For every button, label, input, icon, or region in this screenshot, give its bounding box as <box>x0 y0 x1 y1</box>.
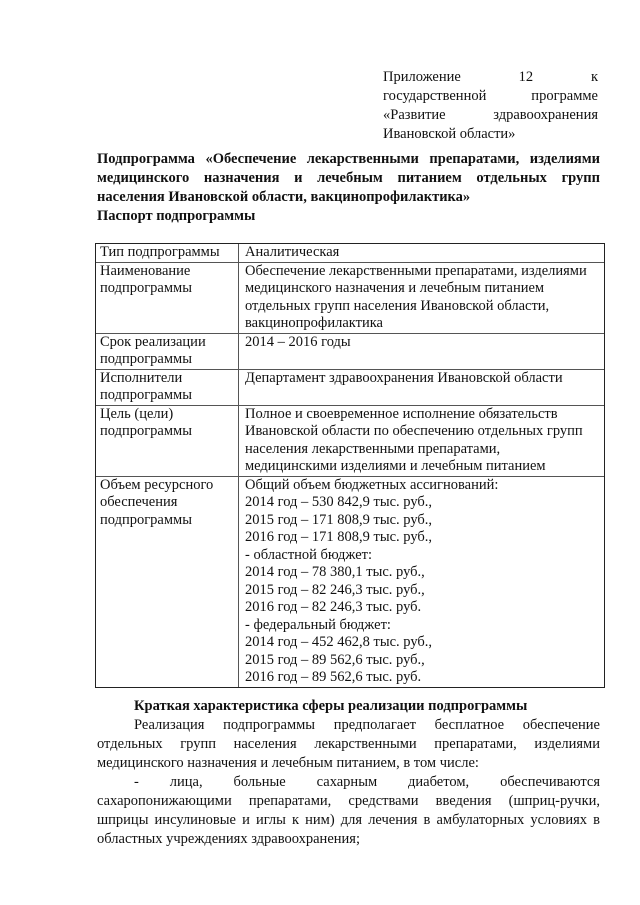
label-line: подпрограммы <box>100 351 192 367</box>
table-row: Исполнители подпрограммы Департамент здрав… <box>96 368 604 405</box>
value-line: отдельных групп населения Ивановской обл… <box>245 297 550 314</box>
value-line: 2015 год – 89 562,6 тыс. руб., <box>245 651 425 668</box>
value-line: Аналитическая <box>245 244 340 260</box>
paragraph-line: медицинского назначения и лечебным питан… <box>97 755 479 771</box>
row-value: Обеспечение лекарственными препаратами, … <box>239 263 604 333</box>
label-line: подпрограммы <box>100 387 192 403</box>
subprogram-heading: Подпрограмма «Обеспечение лекарственными… <box>97 150 600 226</box>
label-line: Тип подпрограммы <box>100 244 220 260</box>
table-row: Цель (цели) подпрограммы Полное и своеврем… <box>96 404 604 476</box>
row-value: Аналитическая <box>239 244 604 262</box>
table-row: Объем ресурсного обеспечения подпрограммы О… <box>96 475 604 687</box>
label-line: подпрограммы <box>100 511 192 528</box>
appendix-line: Приложение 12 к <box>383 69 598 85</box>
value-line: населения лекарственными препаратами, <box>245 440 501 457</box>
value-line: медицинскими изделиями и лечебным питани… <box>245 458 546 474</box>
value-line: 2015 год – 171 808,9 тыс. руб., <box>245 511 433 528</box>
value-line: Обеспечение лекарственными препаратами, … <box>245 262 587 279</box>
appendix-line: государственной программе <box>383 88 598 104</box>
brief-characteristic-section: Краткая характеристика сферы реализации … <box>97 697 600 849</box>
label-line: подпрограммы <box>100 280 192 296</box>
row-label: Исполнители подпрограммы <box>96 369 239 405</box>
value-line: - федеральный бюджет: <box>245 616 391 633</box>
row-label: Тип подпрограммы <box>96 244 239 262</box>
row-label: Объем ресурсного обеспечения подпрограммы <box>96 476 239 687</box>
passport-title: Паспорт подпрограммы <box>97 208 256 224</box>
paragraph-line: Реализация подпрограммы предполагает бес… <box>134 717 600 733</box>
paragraph-line: сахаропонижающими препаратами, средствам… <box>97 793 600 809</box>
value-line: 2014 – 2016 годы <box>245 333 351 350</box>
paragraph-line: шприцы инсулиновые и иглы к ним) для леч… <box>97 812 600 828</box>
label-line: Исполнители <box>100 369 183 386</box>
paragraph-line: - лица, больные сахарным диабетом, обесп… <box>134 774 600 790</box>
label-line: Наименование <box>100 262 191 279</box>
paragraph-line: отдельных групп населения лекарственными… <box>97 736 600 752</box>
table-row: Тип подпрограммы Аналитическая <box>96 244 604 262</box>
appendix-note: Приложение 12 к государственной программе… <box>383 68 598 144</box>
row-value: Полное и своевременное исполнение обязат… <box>239 406 604 476</box>
label-line: подпрограммы <box>100 423 192 439</box>
table-row: Наименование подпрограммы Обеспечение лека… <box>96 261 604 333</box>
value-line: Полное и своевременное исполнение обязат… <box>245 405 558 422</box>
label-line: Объем ресурсного <box>100 476 214 493</box>
heading-line: медицинского назначения и лечебным питан… <box>97 170 600 186</box>
row-label: Цель (цели) подпрограммы <box>96 405 239 476</box>
paragraph-line: областных учреждениях здравоохранения; <box>97 831 360 847</box>
table-row: Срок реализации подпрограммы 2014 – 2016 г… <box>96 332 604 369</box>
label-line: Срок реализации <box>100 333 206 350</box>
label-line: Цель (цели) <box>100 405 174 422</box>
value-line: 2016 год – 171 808,9 тыс. руб., <box>245 529 433 545</box>
label-line: обеспечения <box>100 494 178 510</box>
heading-line: населения Ивановской области, вакцинопро… <box>97 189 471 205</box>
row-value: Департамент здравоохранения Ивановской о… <box>239 370 604 405</box>
section-title: Краткая характеристика сферы реализации … <box>134 698 528 714</box>
value-line: 2014 год – 452 462,8 тыс. руб., <box>245 634 433 650</box>
row-value: Общий объем бюджетных ассигнований: 2014 … <box>239 477 604 687</box>
appendix-line: «Развитие здравоохранения <box>383 107 598 123</box>
row-value: 2014 – 2016 годы <box>239 334 604 369</box>
value-line: 2014 год – 530 842,9 тыс. руб., <box>245 494 433 510</box>
value-line: Департамент здравоохранения Ивановской о… <box>245 369 563 386</box>
section-body: Реализация подпрограммы предполагает бес… <box>97 716 600 849</box>
value-line: 2016 год – 82 246,3 тыс. руб. <box>245 599 422 615</box>
value-line: 2016 год – 89 562,6 тыс. руб. <box>245 669 422 685</box>
row-label: Срок реализации подпрограммы <box>96 333 239 369</box>
heading-line: Подпрограмма «Обеспечение лекарственными… <box>97 151 600 167</box>
value-line: медицинского назначения и лечебным питан… <box>245 280 545 296</box>
row-label: Наименование подпрограммы <box>96 262 239 333</box>
appendix-line: Ивановской области» <box>383 126 516 142</box>
value-line: Ивановской области по обеспечению отдель… <box>245 423 583 439</box>
value-line: Общий объем бюджетных ассигнований: <box>245 476 499 493</box>
value-line: - областной бюджет: <box>245 546 373 563</box>
value-line: вакцинопрофилактика <box>245 315 383 331</box>
passport-table: Тип подпрограммы Аналитическая Наименовани… <box>95 243 605 688</box>
value-line: 2014 год – 78 380,1 тыс. руб., <box>245 564 425 580</box>
value-line: 2015 год – 82 246,3 тыс. руб., <box>245 581 425 598</box>
